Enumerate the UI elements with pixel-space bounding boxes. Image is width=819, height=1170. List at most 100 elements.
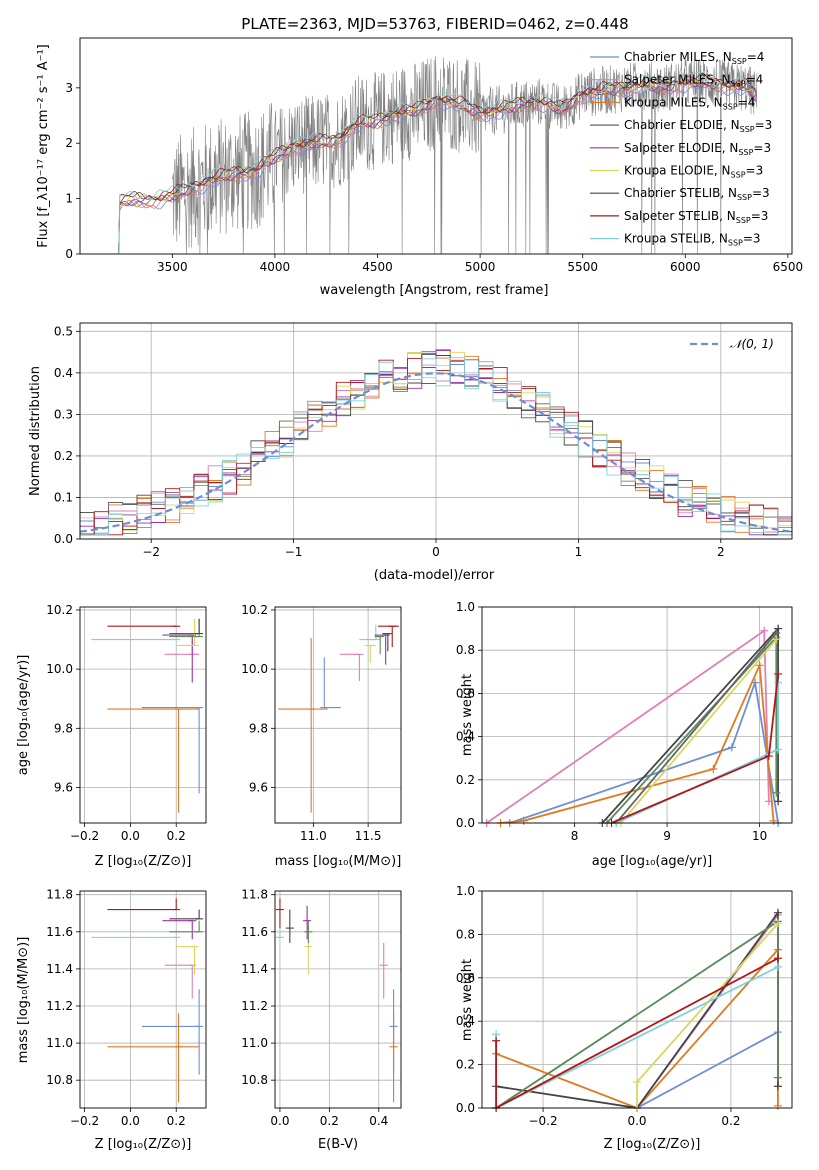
y-tick-label: 0.2 xyxy=(54,449,73,463)
x-tick-label: 0.2 xyxy=(167,1114,186,1128)
y-tick-label: 0.6 xyxy=(456,686,475,700)
series-marker xyxy=(773,1101,782,1110)
x-tick-label: 11.5 xyxy=(355,829,382,843)
legend-suffix: =3 xyxy=(751,209,769,223)
axes-frame xyxy=(79,890,207,1109)
y-tick-label: 0.2 xyxy=(456,773,475,787)
axes-frame xyxy=(79,37,793,255)
age-vs-metallicity-panel: Z [log₁₀(Z/Z⊙)] age [log₁₀(age/yr)] −0.2… xyxy=(16,603,207,869)
mwZ-xlabel: Z [log₁₀(Z/Z⊙)] xyxy=(604,1137,701,1152)
residual-ylabel: Normed distribution xyxy=(28,366,43,496)
series-marker xyxy=(772,788,781,797)
series-line xyxy=(615,632,777,823)
y-tick-label: 0.2 xyxy=(456,1058,475,1072)
series-marker xyxy=(774,745,783,754)
legend-suffix: =3 xyxy=(755,118,773,132)
legend-suffix: =3 xyxy=(743,232,761,246)
ageM-xlabel: mass [log₁₀(M/M⊙)] xyxy=(275,854,402,869)
legend-subscript: SSP xyxy=(738,148,753,157)
legend-entry: Salpeter ELODIE, NSSP=3 xyxy=(624,141,771,157)
figure-title: PLATE=2363, MJD=53763, FIBERID=0462, z=0… xyxy=(241,15,628,33)
legend-suffix: =3 xyxy=(753,141,771,155)
massZ-xlabel: Z [log₁₀(Z/Z⊙)] xyxy=(95,1137,192,1152)
x-tick-label: −1 xyxy=(285,545,303,559)
axes-frame xyxy=(79,322,793,540)
x-tick-label: −0.2 xyxy=(70,1114,99,1128)
model-spectrum-line xyxy=(114,74,757,254)
y-tick-label: 10.8 xyxy=(46,1073,73,1087)
normal-curve-line xyxy=(79,372,793,533)
y-tick-label: 0.3 xyxy=(54,407,73,421)
series-line xyxy=(495,957,779,1108)
series-line xyxy=(620,638,777,823)
series-line xyxy=(611,673,779,823)
legend-entry: Salpeter MILES, NSSP=4 xyxy=(624,73,763,89)
legend-entry: Chabrier MILES, NSSP=4 xyxy=(624,50,764,66)
legend-suffix: =3 xyxy=(746,164,764,178)
series-marker xyxy=(773,1082,782,1091)
y-tick-label: 10.2 xyxy=(46,603,73,617)
age-vs-mass-panel: mass [log₁₀(M/M⊙)] 11.0 11.5 9.6 9.8 10.0 10.… xyxy=(241,603,402,869)
x-tick-label: 0.2 xyxy=(320,1114,339,1128)
x-tick-label: 5500 xyxy=(567,260,598,274)
y-tick-label: 0.8 xyxy=(456,643,475,657)
series-line xyxy=(606,634,778,823)
axes-frame xyxy=(481,890,793,1109)
x-tick-label: 1 xyxy=(575,545,583,559)
ageZ-ylabel: age [log₁₀(age/yr)] xyxy=(16,655,31,776)
legend-suffix: =4 xyxy=(747,50,765,64)
legend-entry: 𝒩(0, 1) xyxy=(730,337,774,351)
y-tick-label: 9.6 xyxy=(54,780,73,794)
series-marker xyxy=(774,624,783,633)
y-tick-label: 0.0 xyxy=(456,1101,475,1115)
series-marker xyxy=(755,661,764,670)
spectrum-xlabel: wavelength [Angstrom, rest frame] xyxy=(320,283,549,298)
series-marker xyxy=(773,1073,782,1082)
series-line xyxy=(509,679,779,823)
axes-frame xyxy=(274,890,402,1109)
legend-entry: Chabrier STELIB, NSSP=3 xyxy=(624,186,770,202)
y-tick-label: 11.6 xyxy=(241,925,268,939)
x-tick-label: −0.2 xyxy=(70,829,99,843)
x-tick-label: 4000 xyxy=(260,260,291,274)
series-marker xyxy=(764,752,773,761)
spectrum-panel: wavelength [Angstrom, rest frame] Flux [… xyxy=(36,37,804,298)
x-tick-label: 0.0 xyxy=(121,829,140,843)
y-tick-label: 9.6 xyxy=(249,780,268,794)
x-tick-label: −0.2 xyxy=(528,1114,557,1128)
y-tick-label: 11.4 xyxy=(241,962,268,976)
y-tick-label: 11.8 xyxy=(46,888,73,902)
y-tick-label: 0.0 xyxy=(456,816,475,830)
y-tick-label: 0.5 xyxy=(54,324,73,338)
series-marker xyxy=(774,669,783,678)
x-tick-label: 0.2 xyxy=(721,1114,740,1128)
y-tick-label: 0.4 xyxy=(54,366,73,380)
mass-vs-metallicity-panel: Z [log₁₀(Z/Z⊙)] mass [log₁₀(M/M⊙)] −0.2 0… xyxy=(16,888,207,1152)
legend-suffix: =4 xyxy=(738,95,756,109)
series-marker xyxy=(773,919,782,928)
x-tick-label: 6500 xyxy=(773,260,804,274)
ageZ-xlabel: Z [log₁₀(Z/Z⊙)] xyxy=(95,854,192,869)
series-marker xyxy=(760,626,769,635)
massZ-ylabel: mass [log₁₀(M/M⊙)] xyxy=(16,937,31,1064)
massE-xlabel: E(B-V) xyxy=(318,1137,358,1152)
axes-frame xyxy=(79,606,207,824)
axes-frame xyxy=(481,606,793,824)
legend-subscript: SSP xyxy=(732,57,747,66)
y-tick-label: 9.8 xyxy=(249,721,268,735)
model-spectrum-line xyxy=(114,71,757,254)
x-tick-label: 11.0 xyxy=(300,829,327,843)
x-tick-label: 9 xyxy=(663,829,671,843)
x-tick-label: 5000 xyxy=(465,260,496,274)
model-spectrum-line xyxy=(114,79,757,254)
y-tick-label: 10.2 xyxy=(241,603,268,617)
x-tick-label: −2 xyxy=(142,545,160,559)
mwAge-xlabel: age [log₁₀(age/yr)] xyxy=(592,854,713,869)
mass-vs-extinction-panel: E(B-V) 0.0 0.2 0.4 10.8 11.0 11.2 11.4 11.6 11.8 xyxy=(241,888,402,1152)
x-tick-label: 2 xyxy=(717,545,725,559)
spectrum-ylabel: Flux [f_λ10⁻¹⁷ erg cm⁻² s⁻¹ A⁻¹] xyxy=(36,44,51,248)
y-tick-label: 10.8 xyxy=(241,1073,268,1087)
y-tick-label: 0.0 xyxy=(54,532,73,546)
y-tick-label: 11.6 xyxy=(46,925,73,939)
y-tick-label: 11.0 xyxy=(241,1036,268,1050)
